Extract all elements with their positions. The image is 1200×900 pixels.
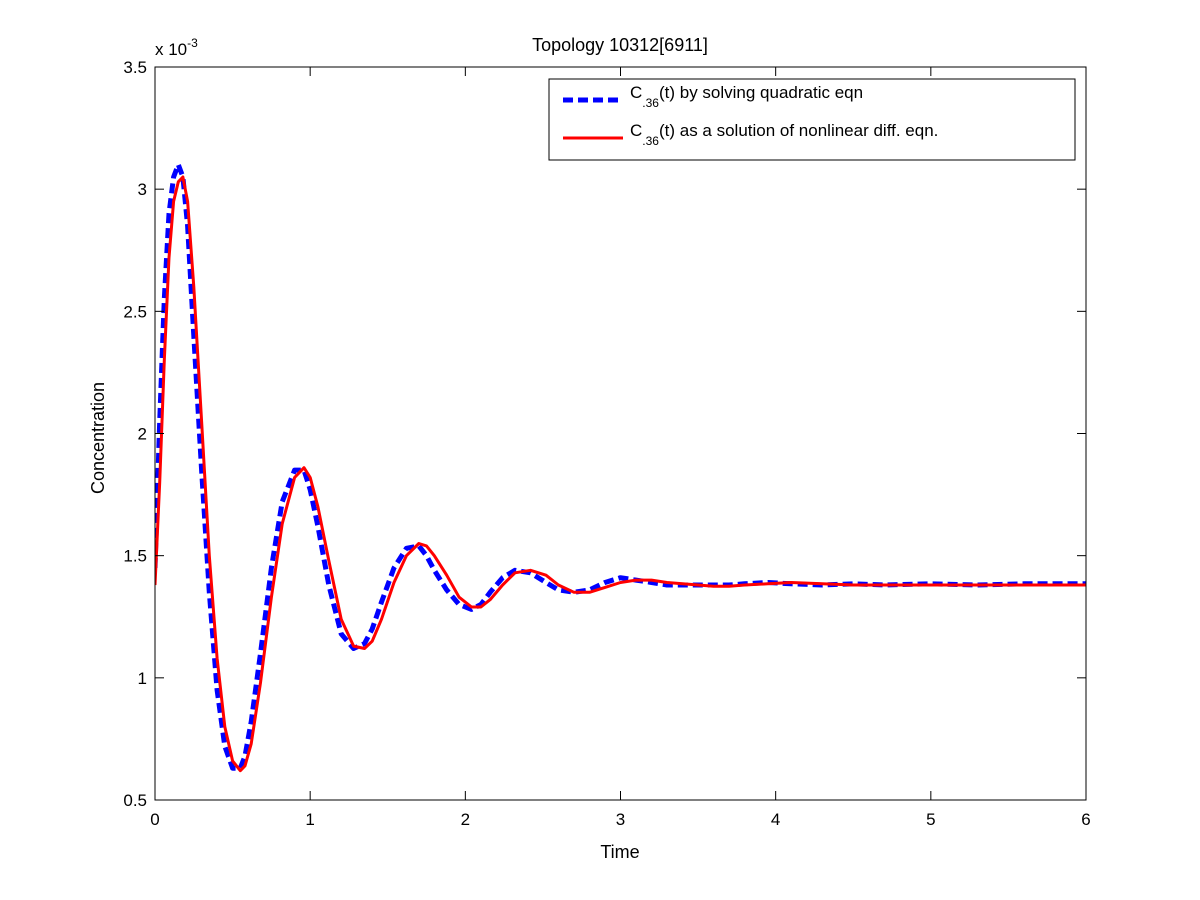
x-tick-label: 5 <box>926 810 935 829</box>
plot-area <box>155 162 1086 773</box>
legend-label-quadratic: C.36(t) by solving quadratic eqn <box>630 83 863 110</box>
x-tick-label: 3 <box>616 810 625 829</box>
x-axis-label: Time <box>600 842 639 862</box>
chart-title: Topology 10312[6911] <box>532 35 708 55</box>
series-line-nonlinear <box>155 175 1086 773</box>
legend-label-quadratic-suffix: (t) by solving quadratic eqn <box>659 83 863 102</box>
y-tick-label: 3 <box>138 180 147 199</box>
x-tick-label: 0 <box>150 810 159 829</box>
y-tick-label: 1 <box>138 669 147 688</box>
y-axis-multiplier-base: x 10 <box>155 40 187 59</box>
legend-label-quadratic-prefix: C <box>630 83 642 102</box>
y-tick-label: 1.5 <box>123 547 147 566</box>
legend: C.36(t) by solving quadratic eqn C.36(t)… <box>548 78 1076 161</box>
x-tick-label: 4 <box>771 810 780 829</box>
y-axis-multiplier: x 10-3 <box>155 36 198 59</box>
legend-label-nonlinear-prefix: C <box>630 121 642 140</box>
y-axis-multiplier-exponent: -3 <box>187 36 198 50</box>
legend-box <box>548 78 1076 161</box>
y-tick-label: 2 <box>138 425 147 444</box>
y-tick-label: 3.5 <box>123 58 147 77</box>
x-tick-label: 6 <box>1081 810 1090 829</box>
ticks: 0 1 2 3 4 5 6 0.5 1 1.5 2 2.5 3 3.5 <box>123 58 1090 829</box>
x-tick-label: 2 <box>461 810 470 829</box>
legend-label-quadratic-sub: .36 <box>642 96 659 110</box>
legend-label-nonlinear-sub: .36 <box>642 134 659 148</box>
y-tick-label: 2.5 <box>123 302 147 321</box>
y-tick-label: 0.5 <box>123 791 147 810</box>
y-axis-label: Concentration <box>88 382 108 494</box>
legend-label-nonlinear: C.36(t) as a solution of nonlinear diff.… <box>630 121 938 148</box>
x-tick-label: 1 <box>305 810 314 829</box>
legend-label-nonlinear-suffix: (t) as a solution of nonlinear diff. eqn… <box>659 121 938 140</box>
